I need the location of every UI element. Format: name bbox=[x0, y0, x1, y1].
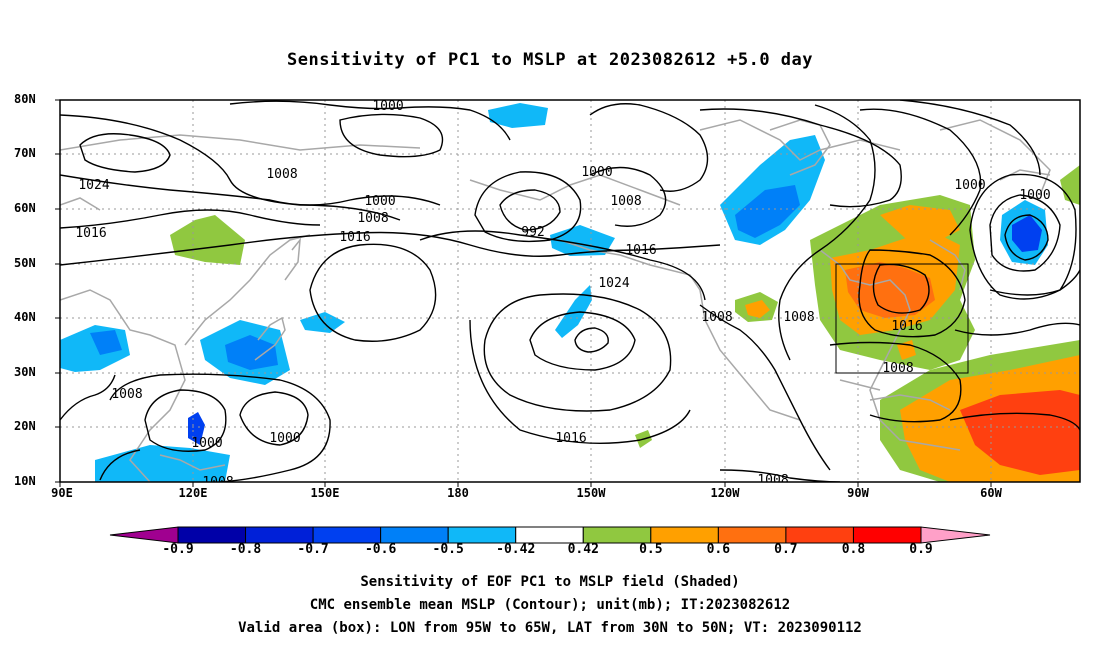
colorbar-tick-label: 0.5 bbox=[639, 542, 663, 557]
colorbar-tick-label: -0.5 bbox=[432, 542, 464, 557]
lat-label: 70N bbox=[14, 146, 36, 160]
shade-negative-nfld-dark bbox=[1012, 215, 1042, 252]
lon-label: 90W bbox=[847, 486, 869, 500]
lat-label: 60N bbox=[14, 201, 36, 215]
contour-label: 1000 bbox=[269, 431, 300, 446]
contour-label: 1000 bbox=[954, 178, 985, 193]
lat-label: 20N bbox=[14, 419, 36, 433]
lat-label: 80N bbox=[14, 92, 36, 106]
colorbar-segment bbox=[245, 526, 314, 544]
colorbar-segment bbox=[852, 526, 922, 544]
shade-negative-india-dark bbox=[90, 330, 122, 355]
colorbar-tick-label: 0.9 bbox=[909, 542, 933, 557]
contour-label: 1008 bbox=[701, 310, 732, 325]
colorbar-tick-label: 0.6 bbox=[706, 542, 731, 557]
shade-negative-pacific-streak bbox=[555, 285, 592, 338]
colorbar-min-arrow bbox=[109, 526, 179, 544]
valid-area-box bbox=[835, 263, 969, 374]
contour-label: 1008 bbox=[610, 194, 641, 209]
contour-label: 1008 bbox=[757, 473, 788, 488]
colorbar-segment bbox=[582, 526, 652, 544]
contour-label: 1016 bbox=[339, 230, 370, 245]
shade-positive-siberia bbox=[170, 215, 245, 265]
contour-label: 1008 bbox=[783, 310, 814, 325]
contour-label: 1008 bbox=[202, 475, 233, 490]
lon-label: 60W bbox=[980, 486, 1002, 500]
contour-label: 1008 bbox=[882, 361, 913, 376]
colorbar-segment bbox=[650, 526, 719, 544]
shade-negative-phil bbox=[188, 412, 205, 445]
colorbar-segment bbox=[717, 526, 787, 544]
shade-negative-japan-dark bbox=[225, 335, 278, 370]
caption-line-2: CMC ensemble mean MSLP (Contour); unit(m… bbox=[309, 597, 791, 613]
contour-label: 1000 bbox=[1019, 188, 1050, 203]
colorbar-tick-label: -0.7 bbox=[297, 542, 329, 557]
colorbar-tick-label: -0.42 bbox=[496, 542, 536, 557]
shade-positive-atlantic-red bbox=[960, 390, 1080, 475]
colorbar-tick-label: 0.7 bbox=[774, 542, 798, 557]
lon-label: 180 bbox=[447, 486, 469, 500]
tick-marks bbox=[55, 99, 992, 487]
caption-line-1: Sensitivity of EOF PC1 to MSLP field (Sh… bbox=[360, 574, 740, 590]
colorbar-segment bbox=[785, 526, 854, 544]
colorbar-segment bbox=[177, 526, 247, 544]
lon-label: 150W bbox=[576, 486, 606, 500]
contour-label: 1008 bbox=[111, 387, 142, 402]
contour-label: 992 bbox=[521, 225, 544, 240]
graticule bbox=[60, 100, 1080, 482]
lat-label: 10N bbox=[14, 474, 36, 488]
colorbar-tick-label: -0.9 bbox=[162, 542, 194, 557]
contour-label: 1000 bbox=[581, 165, 612, 180]
lon-label: 120W bbox=[710, 486, 740, 500]
contour-label: 1008 bbox=[357, 211, 388, 226]
lat-label: 50N bbox=[14, 256, 36, 270]
colorbar-tick-label: -0.8 bbox=[229, 542, 262, 557]
colorbar-tick-label: -0.6 bbox=[364, 542, 397, 557]
colorbar-tick-label: 0.8 bbox=[841, 542, 866, 557]
shade-positive-ne bbox=[880, 205, 960, 240]
contour-label: 1024 bbox=[598, 276, 629, 291]
contour-label: 1016 bbox=[75, 226, 106, 241]
map-frame bbox=[59, 99, 1081, 483]
shade-negative-kuril bbox=[300, 312, 345, 333]
caption-line-3: Valid area (box): LON from 95W to 65W, L… bbox=[238, 620, 862, 636]
contour-label: 1000 bbox=[191, 436, 222, 451]
contour-labels: 1000 1000 1000 1000 1000 1000 1000 1008 … bbox=[75, 99, 1050, 490]
colorbar-tick-label: 0.42 bbox=[567, 542, 599, 557]
colorbar-segment bbox=[515, 526, 584, 544]
lon-label: 120E bbox=[178, 486, 208, 500]
colorbar-max-arrow bbox=[920, 526, 991, 544]
contour-label: 1000 bbox=[372, 99, 403, 114]
shade-positive-greenland bbox=[1060, 165, 1080, 205]
shade-negative-sea bbox=[95, 445, 230, 482]
lon-label: 90E bbox=[51, 486, 73, 500]
lat-label: 30N bbox=[14, 365, 36, 379]
contour-label: 1008 bbox=[266, 167, 297, 182]
colorbar-segment bbox=[380, 526, 449, 544]
colorbar-segment bbox=[447, 526, 517, 544]
colorbar-segment bbox=[312, 526, 382, 544]
shaded-sensitivity bbox=[60, 103, 1080, 482]
map-title: Sensitivity of PC1 to MSLP at 2023082612… bbox=[286, 50, 813, 70]
shade-negative-canada-dark bbox=[735, 185, 800, 238]
lon-label: 150E bbox=[310, 486, 340, 500]
lat-label: 40N bbox=[14, 310, 36, 324]
shade-positive-us-red bbox=[845, 262, 935, 318]
shade-positive-mexico-orange bbox=[745, 300, 770, 318]
contour-label: 1016 bbox=[891, 319, 922, 334]
contour-label: 1016 bbox=[555, 431, 586, 446]
contour-label: 1024 bbox=[78, 178, 109, 193]
shade-negative-arctic bbox=[488, 103, 548, 128]
contour-label: 1000 bbox=[364, 194, 395, 209]
contour-label: 1016 bbox=[625, 243, 656, 258]
